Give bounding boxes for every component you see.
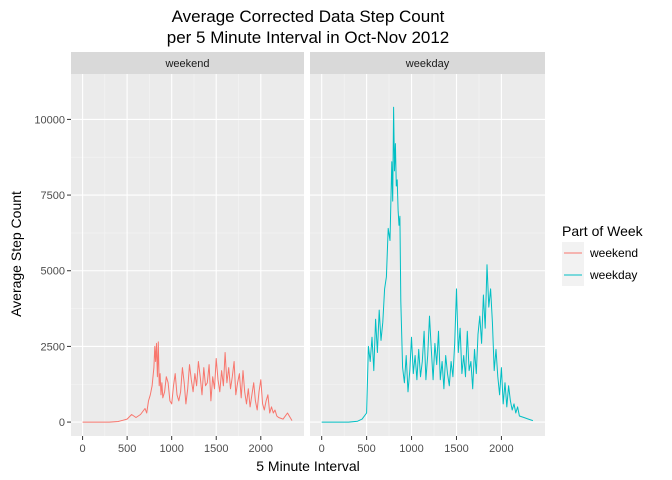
plot-background-weekend (71, 74, 304, 436)
strip-label-weekend: weekend (164, 58, 209, 70)
x-axis-label: 5 Minute Interval (256, 458, 360, 474)
chart-title-line-2: per 5 Minute Interval in Oct-Nov 2012 (167, 28, 450, 47)
y-axis-label: Average Step Count (8, 191, 24, 317)
x-tick-label: 1500 (444, 443, 468, 455)
series-line-weekday (321, 106, 534, 423)
x-tick-label: 500 (357, 443, 375, 455)
y-tick-label: 5000 (41, 266, 65, 278)
x-tick-label: 0 (319, 443, 325, 455)
legend-title: Part of Week (562, 223, 644, 239)
y-tick-label: 10000 (34, 114, 65, 126)
y-tick-label: 7500 (41, 190, 65, 202)
legend-entry-weekend: weekend (562, 242, 638, 264)
legend-label-weekday: weekday (589, 268, 637, 282)
chart-title-line-1: Average Corrected Data Step Count (172, 7, 445, 26)
x-tick-label: 2000 (489, 443, 513, 455)
x-tick-label: 1000 (159, 443, 183, 455)
y-tick-label: 2500 (41, 341, 65, 353)
legend-entry-weekday: weekday (562, 264, 637, 286)
x-tick-label: 1500 (204, 443, 228, 455)
strip-weekday (310, 52, 545, 74)
panel-weekend: weekend 0 500 1000 1500 2000 0 2500 5000 7500 1000… (34, 52, 304, 455)
x-tick-label: 1000 (399, 443, 423, 455)
strip-label-weekday: weekday (405, 58, 450, 70)
x-tick-label: 2000 (249, 443, 273, 455)
panel-weekday: weekday 0 500 1000 1500 2000 (310, 52, 545, 455)
legend-label-weekend: weekend (589, 246, 638, 260)
series-line-weekend (82, 341, 293, 423)
y-tick-label: 0 (59, 417, 65, 429)
x-tick-label: 500 (118, 443, 136, 455)
legend: Part of Week weekend weekday (562, 223, 644, 286)
plot-background-weekday (310, 74, 545, 436)
x-tick-label: 0 (80, 443, 86, 455)
strip-weekend (71, 52, 304, 74)
